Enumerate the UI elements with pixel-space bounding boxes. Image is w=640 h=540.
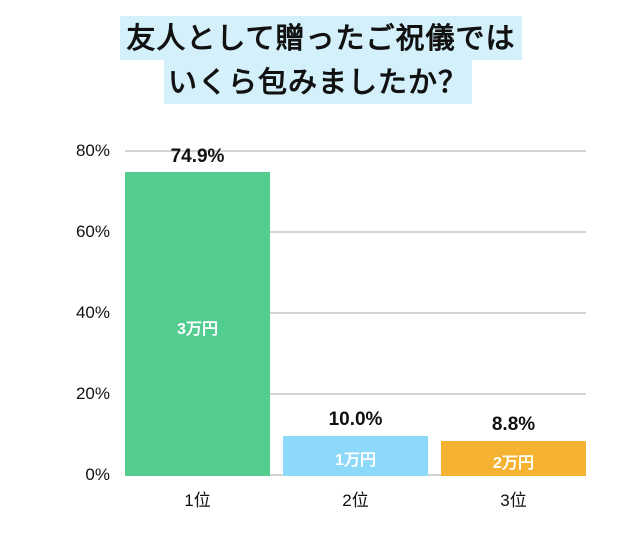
bar-1: 3万円 — [125, 172, 270, 476]
chart-title-line-1: 友人として贈ったご祝儀では — [120, 16, 522, 60]
gridline-60 — [125, 231, 586, 233]
x-tick-label: 2位 — [342, 491, 369, 510]
y-tick-label: 20% — [75, 384, 110, 403]
bar-category-label: 1万円 — [335, 452, 376, 469]
y-tick-label: 80% — [75, 141, 110, 160]
gridline-40 — [125, 312, 586, 314]
chart-title-line-2: いくら包みましたか？ — [164, 60, 472, 104]
bar-category-label: 2万円 — [493, 455, 534, 472]
bar-3: 2万円 — [441, 441, 586, 476]
bar-2: 1万円 — [283, 436, 428, 476]
x-tick-label: 1位 — [184, 491, 211, 510]
y-tick-label: 0% — [85, 465, 110, 484]
bar-category-label: 3万円 — [177, 321, 218, 338]
y-tick-label: 60% — [75, 222, 110, 241]
gridline-20 — [125, 393, 586, 395]
y-tick-label: 40% — [75, 303, 110, 322]
gridline-80 — [125, 150, 586, 152]
bar-value-label: 10.0% — [328, 409, 383, 430]
bar-value-label: 74.9% — [170, 146, 225, 167]
bar-value-label: 8.8% — [491, 414, 536, 435]
x-tick-label: 3位 — [500, 491, 527, 510]
